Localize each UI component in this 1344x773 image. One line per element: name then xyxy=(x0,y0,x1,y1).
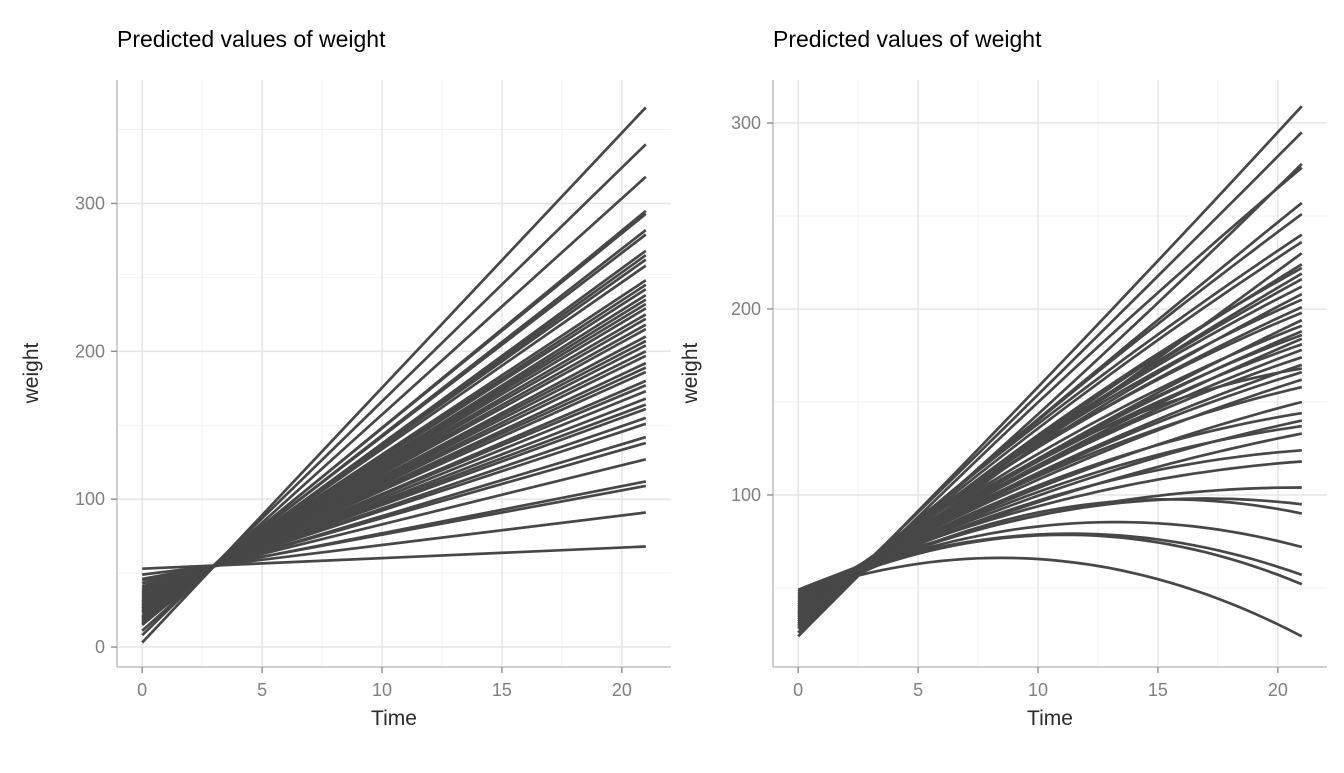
prediction-line xyxy=(797,448,1302,603)
x-tick-label: 10 xyxy=(372,680,392,700)
x-tick-label: 20 xyxy=(612,680,632,700)
plot-title: Predicted values of weight xyxy=(773,26,1042,52)
x-axis-title: Time xyxy=(371,707,417,730)
prediction-line xyxy=(797,460,1302,593)
plot-title: Predicted values of weight xyxy=(117,26,386,52)
x-tick-label: 15 xyxy=(492,680,512,700)
x-tick-label: 5 xyxy=(913,680,923,700)
x-tick-label: 20 xyxy=(1268,680,1288,700)
y-axis-title: weight xyxy=(679,342,702,404)
y-tick-label: 100 xyxy=(731,485,761,505)
y-tick-label: 200 xyxy=(731,299,761,319)
x-tick-label: 0 xyxy=(793,680,803,700)
y-axis-title: weight xyxy=(20,342,43,404)
y-tick-label: 100 xyxy=(75,489,105,509)
y-tick-label: 200 xyxy=(75,341,105,361)
prediction-line xyxy=(142,545,646,571)
prediction-line xyxy=(797,556,1303,638)
y-tick-label: 300 xyxy=(731,113,761,133)
y-tick-label: 0 xyxy=(95,637,105,657)
prediction-line xyxy=(797,333,1303,619)
prediction-line xyxy=(797,533,1303,599)
y-tick-label: 300 xyxy=(75,193,105,213)
x-tick-label: 10 xyxy=(1028,680,1048,700)
x-tick-label: 0 xyxy=(137,680,147,700)
x-tick-label: 5 xyxy=(257,680,267,700)
prediction-line xyxy=(797,497,1302,601)
x-axis-title: Time xyxy=(1027,707,1073,730)
right-plot-panel: 0 5 10 15 20 100 200 300 xyxy=(731,80,1327,700)
prediction-line xyxy=(797,532,1303,593)
x-tick-label: 15 xyxy=(1148,680,1168,700)
